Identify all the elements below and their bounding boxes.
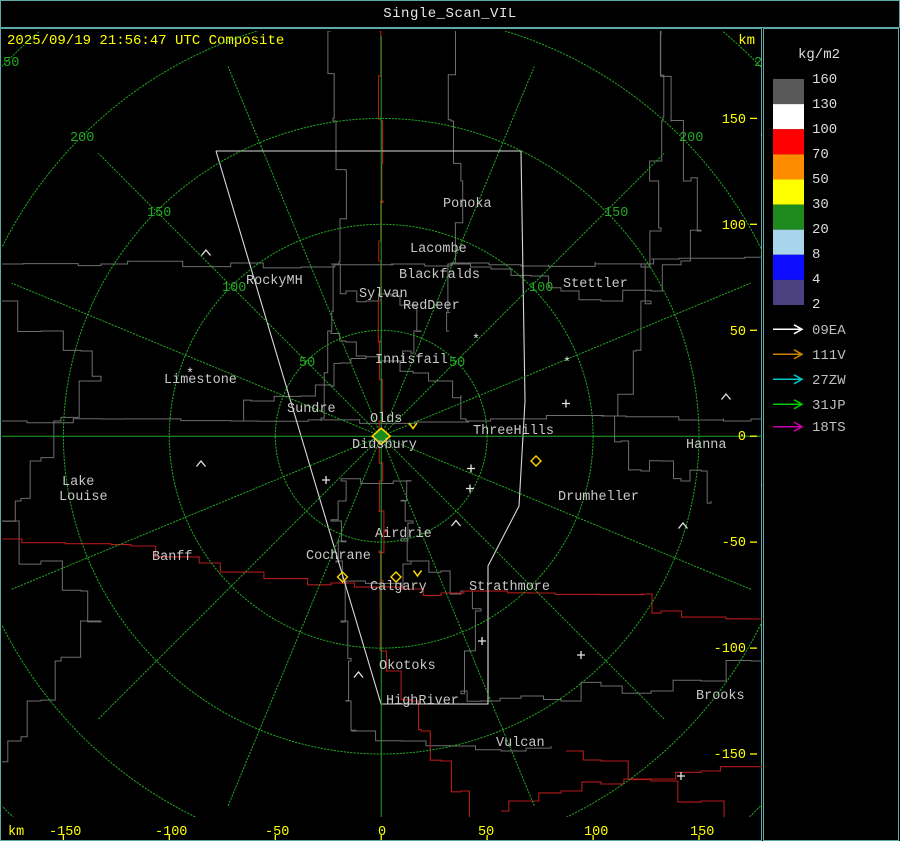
svg-text:*: * <box>472 332 480 347</box>
svg-text:250: 250 <box>754 56 763 71</box>
svg-text:RedDeer: RedDeer <box>403 299 460 314</box>
svg-text:Airdrie: Airdrie <box>375 527 432 542</box>
svg-text:70: 70 <box>812 147 829 163</box>
svg-text:200: 200 <box>70 131 94 146</box>
svg-text:150: 150 <box>690 825 714 840</box>
svg-text:250: 250 <box>1 56 19 71</box>
svg-text:130: 130 <box>812 97 837 113</box>
svg-text:50: 50 <box>812 172 829 188</box>
svg-text:0: 0 <box>378 825 386 840</box>
svg-text:Stettler: Stettler <box>563 277 628 292</box>
svg-text:100: 100 <box>812 122 837 138</box>
svg-text:Vulcan: Vulcan <box>496 736 545 751</box>
svg-text:100: 100 <box>222 281 246 296</box>
svg-text:Calgary: Calgary <box>370 580 427 595</box>
svg-text:30: 30 <box>812 197 829 213</box>
svg-text:Didsbury: Didsbury <box>352 438 417 453</box>
svg-text:111V: 111V <box>812 348 846 364</box>
svg-text:-100: -100 <box>714 642 746 657</box>
svg-text:50: 50 <box>478 825 494 840</box>
svg-text:Cochrane: Cochrane <box>306 549 371 564</box>
svg-text:50: 50 <box>299 356 315 371</box>
svg-text:50: 50 <box>449 356 465 371</box>
svg-text:150: 150 <box>604 206 628 221</box>
svg-text:2: 2 <box>812 297 820 313</box>
svg-text:200: 200 <box>679 131 703 146</box>
svg-text:Ponoka: Ponoka <box>443 197 492 212</box>
svg-text:Hanna: Hanna <box>686 438 727 453</box>
svg-text:Drumheller: Drumheller <box>558 490 639 505</box>
svg-text:HighRiver: HighRiver <box>386 694 459 709</box>
svg-text:Strathmore: Strathmore <box>469 580 550 595</box>
svg-text:Limestone: Limestone <box>164 373 237 388</box>
svg-text:-150: -150 <box>714 748 746 763</box>
svg-text:-50: -50 <box>722 536 746 551</box>
svg-text:8: 8 <box>812 247 820 263</box>
svg-text:Blackfalds: Blackfalds <box>399 268 480 283</box>
svg-text:Olds: Olds <box>370 412 402 427</box>
svg-text:Louise: Louise <box>59 490 108 505</box>
svg-text:ThreeHills: ThreeHills <box>473 424 554 439</box>
svg-text:50: 50 <box>730 325 746 340</box>
svg-text:0: 0 <box>738 430 746 445</box>
svg-text:Banff: Banff <box>152 550 193 565</box>
svg-text:Okotoks: Okotoks <box>379 659 436 674</box>
svg-text:150: 150 <box>722 113 746 128</box>
svg-text:RockyMH: RockyMH <box>246 274 303 289</box>
svg-text:Brooks: Brooks <box>696 689 745 704</box>
svg-text:*: * <box>563 355 571 370</box>
svg-text:09EA: 09EA <box>812 323 846 339</box>
svg-text:20: 20 <box>812 222 829 238</box>
svg-text:-50: -50 <box>265 825 289 840</box>
svg-text:100: 100 <box>529 281 553 296</box>
svg-text:100: 100 <box>722 219 746 234</box>
svg-text:km: km <box>8 825 24 840</box>
svg-text:18TS: 18TS <box>812 420 846 436</box>
svg-text:100: 100 <box>584 825 608 840</box>
svg-text:Lacombe: Lacombe <box>410 242 467 257</box>
svg-text:Lake: Lake <box>62 475 94 490</box>
svg-text:160: 160 <box>812 72 837 88</box>
svg-text:31JP: 31JP <box>812 398 846 414</box>
svg-text:-150: -150 <box>49 825 81 840</box>
svg-text:150: 150 <box>147 206 171 221</box>
svg-text:Sylvan: Sylvan <box>359 287 408 302</box>
svg-text:Innisfail: Innisfail <box>375 353 448 368</box>
svg-text:27ZW: 27ZW <box>812 373 846 389</box>
svg-text:Sundre: Sundre <box>287 402 336 417</box>
svg-text:4: 4 <box>812 272 820 288</box>
svg-text:-100: -100 <box>155 825 187 840</box>
